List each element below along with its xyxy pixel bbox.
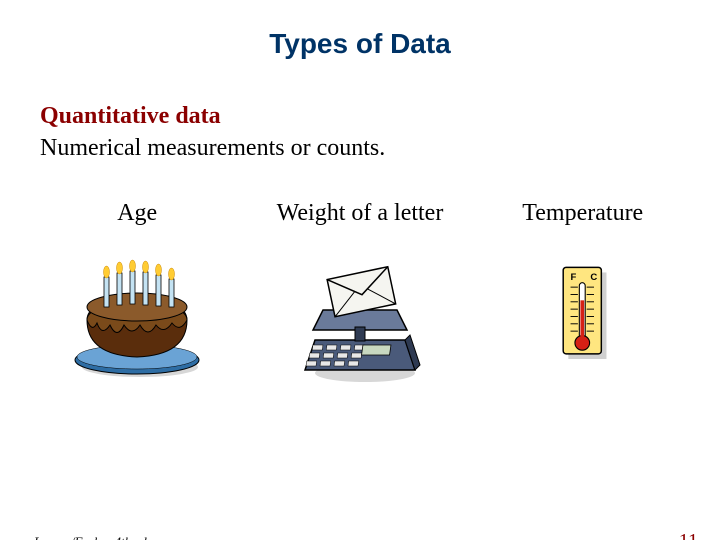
- cake-icon: [62, 245, 212, 385]
- footer-citation: Larson/Farber 4th ed.: [34, 534, 150, 540]
- column-temperature: Temperature F C: [508, 200, 658, 385]
- column-age: Age: [62, 200, 212, 385]
- subtitle-heading: Quantitative data: [40, 100, 720, 132]
- column-weight: Weight of a letter: [277, 200, 444, 385]
- thermo-c-label: C: [590, 272, 597, 283]
- subtitle-description: Numerical measurements or counts.: [40, 132, 720, 164]
- page-number: 11: [679, 530, 698, 540]
- postal-scale-icon: [285, 245, 435, 385]
- column-label: Age: [117, 200, 157, 227]
- subtitle-block: Quantitative data Numerical measurements…: [40, 100, 720, 165]
- thermometer-icon: F C: [508, 245, 658, 385]
- page-title: Types of Data: [0, 28, 720, 60]
- columns-row: Age: [0, 200, 720, 385]
- column-label: Weight of a letter: [277, 200, 444, 227]
- column-label: Temperature: [522, 200, 643, 227]
- thermo-f-label: F: [570, 272, 576, 283]
